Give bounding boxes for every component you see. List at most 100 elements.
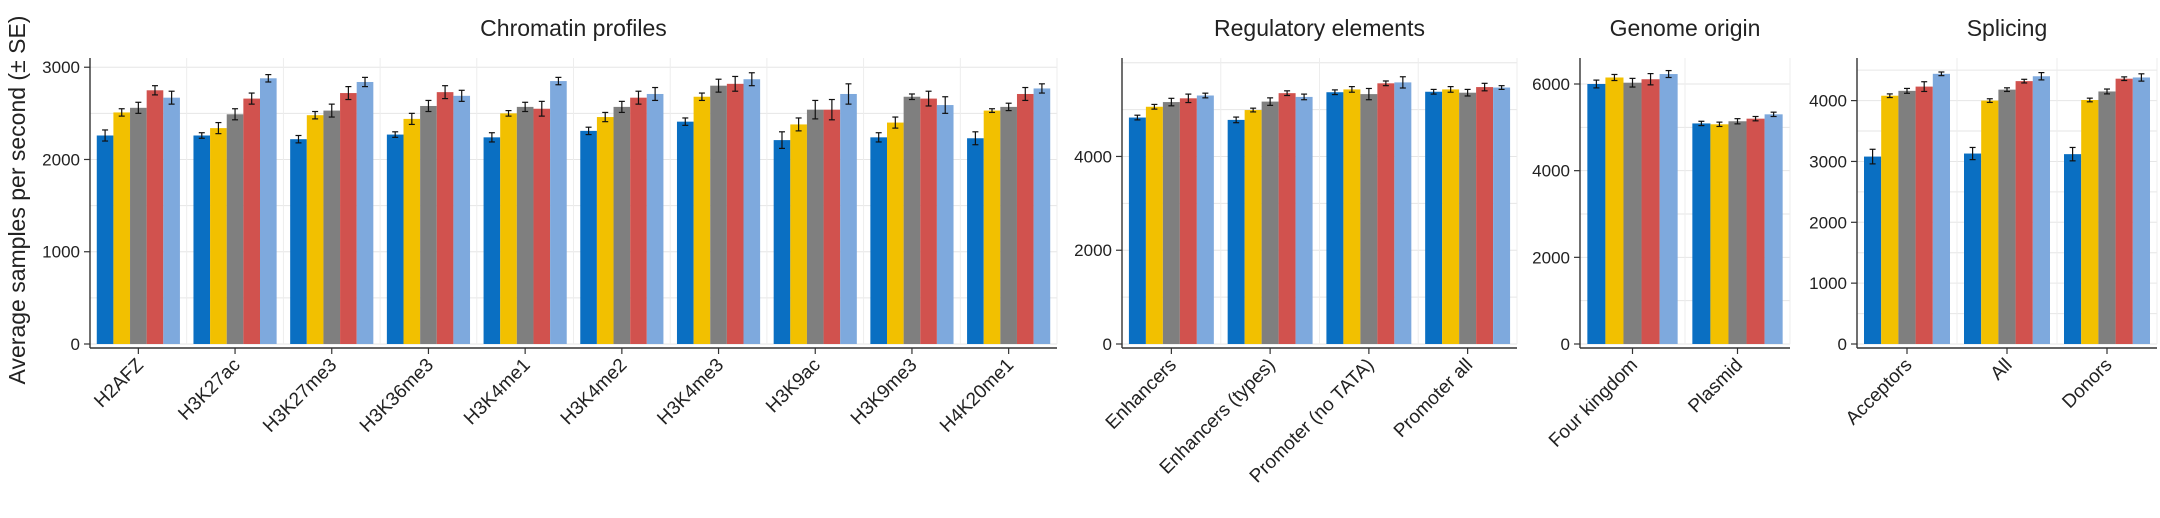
bar — [1692, 123, 1711, 344]
bar — [870, 137, 888, 344]
bar — [596, 117, 614, 344]
bar — [1587, 84, 1606, 344]
bar — [96, 135, 114, 344]
bar — [1476, 87, 1494, 345]
bar — [967, 138, 984, 344]
panel-title: Genome origin — [1610, 15, 1761, 41]
bar — [1343, 89, 1361, 344]
bar — [1196, 95, 1214, 344]
bar — [630, 97, 647, 345]
bar — [453, 95, 471, 344]
bar — [1728, 121, 1747, 345]
y-tick-label: 0 — [1561, 335, 1570, 354]
bar — [693, 96, 711, 345]
bar — [580, 130, 597, 344]
bar — [1898, 90, 1916, 344]
chart-panel: Genome origin 0 2000 4000 6000 Four kingdom Pl… — [1532, 15, 1791, 452]
bar — [710, 85, 727, 344]
bar — [1261, 101, 1279, 345]
bar — [483, 137, 501, 344]
bar — [903, 96, 921, 345]
y-tick-label: 0 — [71, 335, 80, 354]
x-tick-label: H3K36me3 — [356, 355, 438, 437]
y-tick-label: 2000 — [1532, 248, 1570, 267]
bar — [887, 122, 904, 344]
bar — [1764, 114, 1783, 344]
bar — [1493, 87, 1511, 344]
x-tick-label: H4K20me1 — [936, 355, 1018, 437]
bar — [1915, 86, 1933, 344]
bar — [386, 134, 404, 344]
bar — [1425, 91, 1443, 344]
bar — [646, 93, 664, 344]
bar — [1128, 117, 1146, 344]
y-tick-label: 2000 — [1809, 213, 1847, 232]
bar — [2064, 154, 2082, 344]
y-tick-label: 4000 — [1809, 92, 1847, 111]
bar — [259, 78, 277, 344]
chart-panel: Regulatory elements020004000EnhancersEnh… — [1074, 15, 1518, 487]
y-tick-label: 0 — [1103, 335, 1112, 354]
y-tick-label: 2000 — [42, 150, 80, 169]
bar — [210, 128, 227, 344]
bar — [1981, 100, 1999, 345]
x-tick-label: Promoter all — [1390, 355, 1477, 442]
x-tick-label: H3K4me1 — [460, 355, 535, 430]
bar — [806, 109, 824, 344]
x-tick-label: Donors — [2058, 355, 2116, 413]
bar — [1998, 89, 2016, 345]
bar — [1244, 110, 1262, 344]
bar — [1016, 93, 1034, 344]
bar — [2132, 77, 2150, 344]
bar — [533, 108, 551, 344]
bar — [1145, 106, 1163, 345]
bar — [840, 93, 857, 344]
bar — [243, 98, 260, 344]
bar — [130, 107, 147, 344]
y-tick-label: 2000 — [1074, 241, 1112, 260]
bar — [290, 139, 307, 344]
bar — [983, 110, 1001, 344]
bar — [773, 140, 791, 344]
bar — [1932, 73, 1950, 344]
bar — [1179, 98, 1197, 344]
bar — [1459, 92, 1477, 344]
bar — [436, 92, 454, 344]
bar — [516, 106, 534, 344]
bar — [790, 124, 807, 344]
x-tick-label: H3K4me3 — [653, 355, 728, 430]
bar — [823, 109, 841, 344]
bar — [1033, 88, 1051, 344]
panel-title: Chromatin profiles — [480, 15, 667, 41]
x-tick-label: Enhancers — [1102, 355, 1181, 434]
bar — [1394, 82, 1412, 345]
bar — [500, 113, 517, 345]
bar — [613, 106, 631, 344]
bar — [1326, 92, 1344, 344]
bar — [2081, 99, 2099, 344]
bar — [1162, 102, 1180, 344]
bar — [340, 93, 357, 344]
bar — [113, 112, 131, 345]
bar — [1623, 82, 1642, 344]
y-axis-label: Average samples per second (± SE) — [4, 16, 30, 385]
bar — [1710, 124, 1729, 344]
x-tick-label: H3K9ac — [762, 355, 825, 418]
y-tick-label: 1000 — [1809, 274, 1847, 293]
bar — [936, 105, 954, 345]
chart-panel: Splicing 0 1000 2000 3000 4000 Acceptors All Don… — [1809, 15, 2158, 429]
bar — [403, 118, 421, 344]
bar — [2015, 81, 2033, 344]
bar — [676, 121, 694, 344]
bar — [1641, 79, 1660, 344]
bar — [550, 81, 567, 344]
bar — [743, 79, 761, 344]
bar — [2115, 78, 2133, 344]
bar — [163, 97, 180, 345]
panel-title: Regulatory elements — [1214, 15, 1425, 41]
x-tick-label: H3K4me2 — [557, 355, 632, 430]
y-tick-label: 3000 — [42, 58, 80, 77]
bar — [1964, 153, 1982, 344]
bar — [1605, 77, 1624, 344]
